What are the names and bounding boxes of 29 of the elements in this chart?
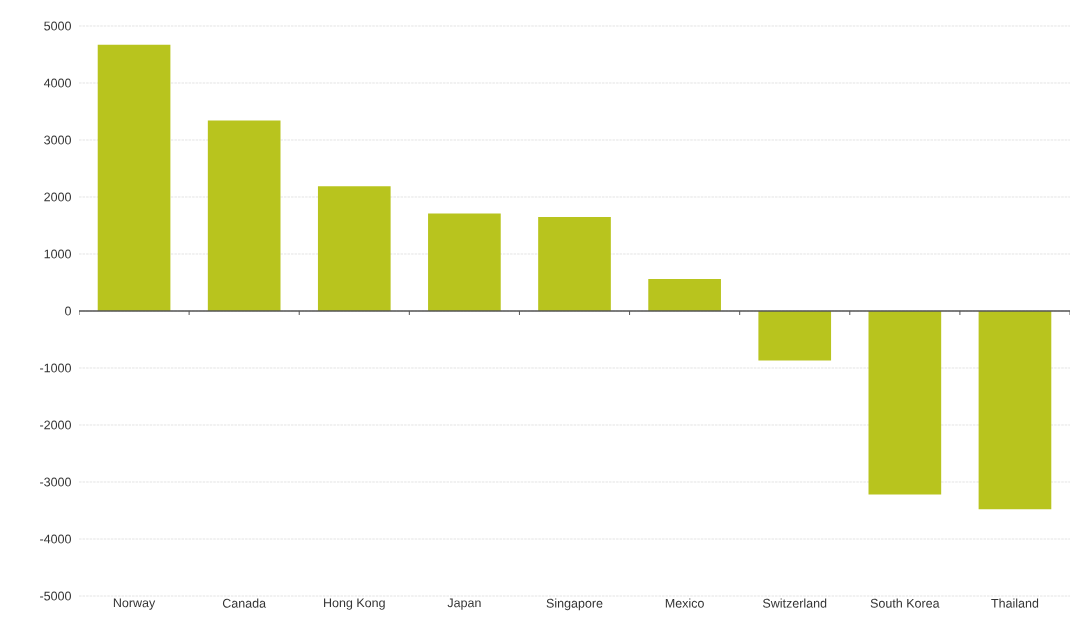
x-tick-label: Singapore [546, 598, 603, 611]
y-tick-label: 0 [65, 306, 71, 316]
x-tick-label: Hong Kong [324, 598, 385, 610]
y-tick-label: 5000 [44, 21, 71, 31]
x-tick-label: Japan [447, 598, 481, 610]
bar [978, 310, 1052, 510]
bar [317, 186, 391, 311]
x-tick-label: Norway [113, 598, 156, 610]
y-tick-label: -3000 [40, 477, 71, 487]
y-tick-label: 4000 [43, 78, 71, 88]
y-tick-label: 3000 [44, 135, 71, 145]
y-tick-label: 2000 [44, 192, 71, 202]
y-tick-label: -2000 [40, 420, 71, 430]
bar [648, 279, 721, 311]
x-tick-label: South Korea [870, 598, 940, 608]
y-tick-label: 1000 [44, 249, 71, 259]
x-tick-label: Thailand [991, 598, 1039, 608]
y-tick-label: -5000 [40, 591, 71, 601]
x-tick-label: Switzerland [762, 598, 827, 608]
bar [207, 120, 281, 311]
x-tick-label: Canada [222, 598, 267, 608]
bar [758, 310, 832, 361]
bar [538, 216, 611, 311]
bar [97, 44, 171, 311]
y-tick-label: -4000 [40, 534, 71, 544]
bar [868, 310, 942, 495]
bar [428, 213, 501, 311]
x-tick-label: Mexico [665, 598, 704, 608]
y-tick-label: -1000 [40, 363, 71, 373]
